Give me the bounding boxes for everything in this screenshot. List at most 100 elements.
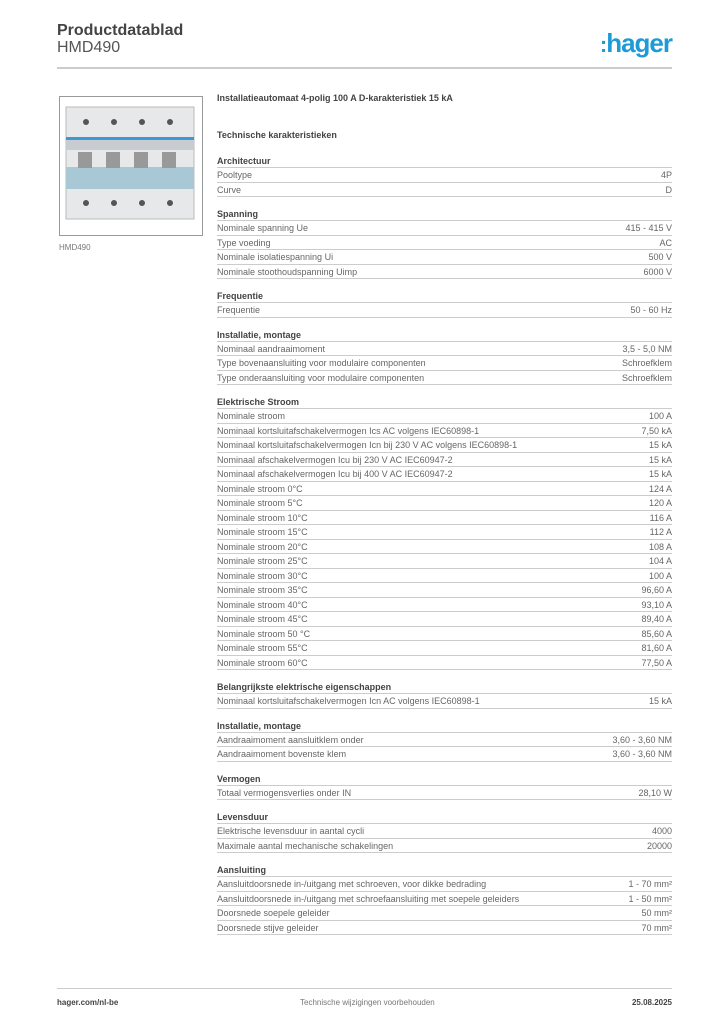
spec-label: Nominaal kortsluitafschakelvermogen Ics … xyxy=(217,425,480,436)
spec-row: Nominale stroom 20°C 108 A xyxy=(217,540,672,554)
spec-row: Doorsnede stijve geleider 70 mm² xyxy=(217,921,672,935)
spec-label: Nominale stroom 50 °C xyxy=(217,628,311,639)
spec-row: Nominale stroom 100 A xyxy=(217,409,672,424)
spec-value: 1 - 70 mm² xyxy=(628,879,672,889)
spec-label: Nominaal afschakelvermogen Icu bij 400 V… xyxy=(217,469,453,479)
spec-row: Frequentie 50 - 60 Hz xyxy=(217,303,672,318)
spec-section: Spanning Nominale spanning Ue 415 - 415 V T… xyxy=(217,207,672,279)
spec-label: Nominale stroom 20°C xyxy=(217,541,308,552)
spec-section: Levensduur Elektrische levensduur in aant… xyxy=(217,810,672,853)
section-title: Levensduur xyxy=(217,810,672,824)
spec-section: Vermogen Totaal vermogensverlies onder IN… xyxy=(217,772,672,800)
spec-row: Aandraaimoment aansluitklem onder 3,60 - … xyxy=(217,733,672,747)
tech-title: Technische karakteristieken xyxy=(217,130,337,140)
spec-row: Nominale stroom 45°C 89,40 A xyxy=(217,612,672,627)
spec-row: Doorsnede soepele geleider 50 mm² xyxy=(217,906,672,921)
spec-label: Type bovenaansluiting voor modulaire com… xyxy=(217,358,426,368)
spec-section: Installatie, montage Aandraaimoment aansl… xyxy=(217,719,672,762)
spec-label: Nominale stroom 60°C xyxy=(217,657,308,668)
spec-row: Nominale stroom 25°C 104 A xyxy=(217,554,672,569)
spec-value: 7,50 kA xyxy=(641,425,672,436)
product-title: Installatieautomaat 4-polig 100 A D-kara… xyxy=(217,93,453,103)
spec-row: Curve D xyxy=(217,183,672,197)
spec-label: Nominale stroom 30°C xyxy=(217,570,308,581)
footer-date: 25.08.2025 xyxy=(631,998,672,1007)
section-title: Belangrijkste elektrische eigenschappen xyxy=(217,680,672,694)
spec-section: Installatie, montage Nominaal aandraaimom… xyxy=(217,328,672,385)
spec-row: Nominale stroom 15°C 112 A xyxy=(217,525,672,540)
spec-label: Nominale stroom 5°C xyxy=(217,498,303,508)
spec-value: 1 - 50 mm² xyxy=(628,893,672,904)
spec-label: Curve xyxy=(217,184,242,195)
spec-value: Schroefklem xyxy=(621,358,672,368)
spec-row: Nominaal afschakelvermogen Icu bij 400 V… xyxy=(217,467,672,482)
spec-label: Doorsnede soepele geleider xyxy=(217,908,330,918)
section-title: Vermogen xyxy=(217,772,672,786)
spec-value: 100 A xyxy=(648,411,672,421)
spec-label: Nominale stroom 0°C xyxy=(217,483,303,494)
spec-value: 3,60 - 3,60 NM xyxy=(612,734,672,745)
spec-value: 500 V xyxy=(648,252,672,262)
hager-logo: :hager xyxy=(599,28,673,58)
section-title: Spanning xyxy=(217,207,672,221)
spec-label: Type voeding xyxy=(217,237,271,248)
spec-label: Nominale stroom 25°C xyxy=(217,556,308,566)
spec-row: Nominaal afschakelvermogen Icu bij 230 V… xyxy=(217,453,672,467)
spec-value: 70 mm² xyxy=(641,922,672,933)
spec-value: AC xyxy=(659,237,672,248)
spec-value: 15 kA xyxy=(648,469,672,479)
spec-label: Nominale stoothoudspanning Uimp xyxy=(217,266,358,277)
spec-row: Nominale stroom 30°C 100 A xyxy=(217,569,672,583)
spec-label: Totaal vermogensverlies onder IN xyxy=(217,787,352,798)
section-title: Installatie, montage xyxy=(217,719,672,733)
specifications: Installatieautomaat 4-polig 100 A D-kara… xyxy=(217,93,672,935)
spec-label: Aansluitdoorsnede in-/uitgang met schroe… xyxy=(217,893,520,904)
spec-label: Aandraaimoment bovenste klem xyxy=(217,749,347,759)
spec-value: 15 kA xyxy=(648,454,672,465)
spec-value: 104 A xyxy=(648,556,672,566)
product-code: HMD490 xyxy=(57,39,121,56)
spec-value: 15 kA xyxy=(648,440,672,450)
spec-label: Nominale stroom 10°C xyxy=(217,512,308,523)
spec-value: 77,50 A xyxy=(641,657,672,668)
spec-label: Nominale stroom 55°C xyxy=(217,643,308,653)
spec-label: Aandraaimoment aansluitklem onder xyxy=(217,734,364,745)
spec-label: Maximale aantal mechanische schakelingen xyxy=(217,840,394,851)
spec-row: Totaal vermogensverlies onder IN 28,10 W xyxy=(217,786,672,800)
spec-label: Doorsnede stijve geleider xyxy=(217,922,319,933)
spec-label: Type onderaansluiting voor modulaire com… xyxy=(217,372,425,383)
spec-value: 108 A xyxy=(648,541,672,552)
product-image xyxy=(59,96,203,236)
spec-row: Nominaal aandraaimoment 3,5 - 5,0 NM xyxy=(217,342,672,356)
spec-value: 415 - 415 V xyxy=(625,223,672,233)
spec-row: Nominaal kortsluitafschakelvermogen Ics … xyxy=(217,424,672,438)
spec-row: Nominale stroom 10°C 116 A xyxy=(217,511,672,525)
spec-label: Nominale spanning Ue xyxy=(217,223,309,233)
spec-value: 6000 V xyxy=(643,266,672,277)
section-title: Frequentie xyxy=(217,289,672,303)
spec-row: Type bovenaansluiting voor modulaire com… xyxy=(217,356,672,371)
spec-row: Nominale stoothoudspanning Uimp 6000 V xyxy=(217,265,672,279)
image-caption: HMD490 xyxy=(59,243,91,252)
spec-value: 100 A xyxy=(648,570,672,581)
spec-row: Maximale aantal mechanische schakelingen… xyxy=(217,839,672,853)
spec-row: Nominale spanning Ue 415 - 415 V xyxy=(217,221,672,236)
spec-label: Elektrische levensduur in aantal cycli xyxy=(217,826,365,836)
spec-value: 50 - 60 Hz xyxy=(630,305,672,315)
spec-row: Nominale stroom 60°C 77,50 A xyxy=(217,656,672,670)
spec-label: Nominaal kortsluitafschakelvermogen Icn … xyxy=(217,696,480,706)
footer-note: Technische wijzigingen voorbehouden xyxy=(300,998,435,1007)
spec-row: Nominale stroom 0°C 124 A xyxy=(217,482,672,496)
spec-value: 112 A xyxy=(649,527,672,537)
spec-label: Nominale isolatiespanning Ui xyxy=(217,252,334,262)
spec-row: Nominaal kortsluitafschakelvermogen Icn … xyxy=(217,438,672,453)
spec-label: Nominale stroom 15°C xyxy=(217,527,308,537)
spec-section: Aansluiting Aansluitdoorsnede in-/uitgang… xyxy=(217,863,672,935)
spec-value: 96,60 A xyxy=(641,585,672,595)
spec-value: 124 A xyxy=(648,483,672,494)
footer-website-link[interactable]: hager.com/nl-be xyxy=(57,998,119,1007)
spec-row: Elektrische levensduur in aantal cycli 40… xyxy=(217,824,672,839)
spec-section: Belangrijkste elektrische eigenschappen N… xyxy=(217,680,672,709)
spec-label: Nominaal aandraaimoment xyxy=(217,343,326,354)
spec-row: Type onderaansluiting voor modulaire com… xyxy=(217,371,672,385)
